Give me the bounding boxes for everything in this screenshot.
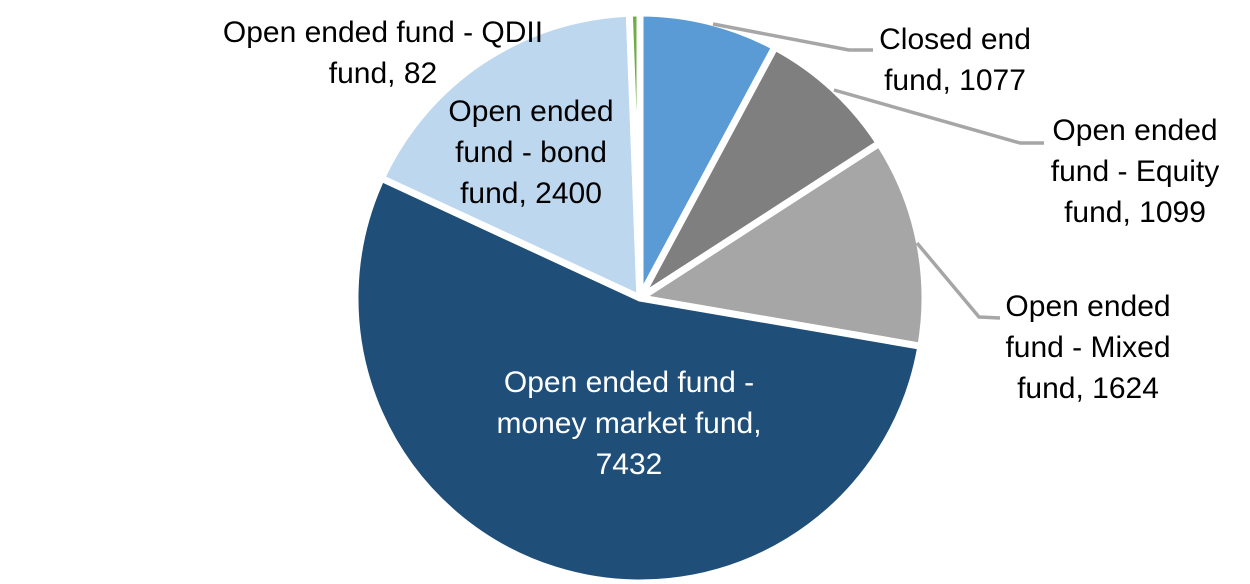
data-label-line: Open ended fund - QDII xyxy=(222,16,544,49)
data-label-line: fund, 1624 xyxy=(1017,372,1159,405)
pie-slice-equity-fund xyxy=(636,43,883,302)
data-label-mixed-fund: Open ended fund - Mixed fund, 1624 xyxy=(1005,286,1170,409)
leader-line-equity-fund xyxy=(833,88,1044,145)
data-label-equity-fund: Open ended fund - Equity fund, 1099 xyxy=(1051,110,1219,233)
data-label-line: fund, 2400 xyxy=(460,177,602,210)
pie-slice-mixed-fund xyxy=(636,139,929,350)
data-label-line: fund, 82 xyxy=(328,57,438,90)
leader-line-closed-end-fund xyxy=(712,22,873,52)
data-label-line: 7432 xyxy=(595,448,663,481)
data-label-qdii-fund: Open ended fund - QDII fund, 82 xyxy=(223,12,543,94)
data-label-line: fund, 1077 xyxy=(884,64,1026,97)
data-label-line: fund - bond xyxy=(455,136,607,169)
pie-slice-qdii-fund xyxy=(625,9,644,302)
data-label-line: Closed end xyxy=(879,23,1031,56)
data-label-money-market-fund: Open ended fund - money market fund, 7432 xyxy=(496,362,761,485)
data-label-line: fund - Mixed xyxy=(1005,331,1171,364)
data-label-line: fund - Equity xyxy=(1050,155,1220,188)
pie-slice-money-market-fund xyxy=(351,174,925,584)
pie-slice-bond-fund xyxy=(377,9,644,302)
pie-slice-closed-end-fund xyxy=(636,9,779,302)
data-label-line: Open ended xyxy=(448,95,614,128)
data-label-line: fund, 1099 xyxy=(1064,196,1206,229)
data-label-bond-fund: Open ended fund - bond fund, 2400 xyxy=(448,91,613,214)
data-label-line: Open ended xyxy=(1052,114,1218,147)
data-label-line: money market fund, xyxy=(496,407,762,440)
data-label-line: Open ended fund - xyxy=(503,366,755,399)
data-label-line: Open ended xyxy=(1005,290,1171,323)
data-label-closed-end-fund: Closed end fund, 1077 xyxy=(879,19,1031,101)
leader-line-mixed-fund xyxy=(915,241,1001,320)
